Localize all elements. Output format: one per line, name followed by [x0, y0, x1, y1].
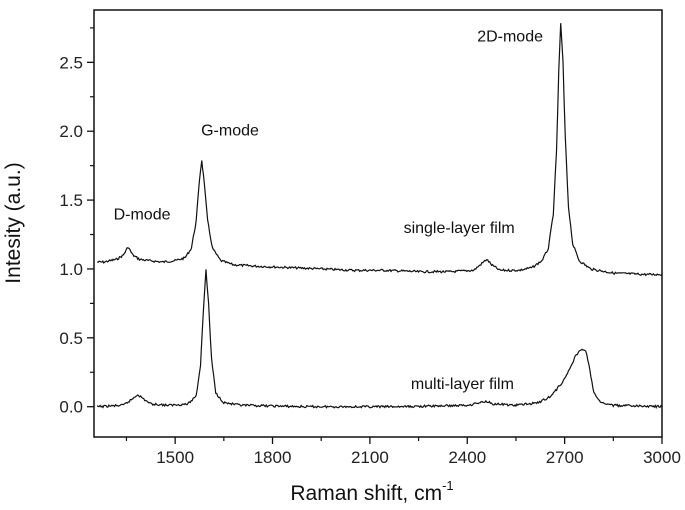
y-axis-title: Intesity (a.u.): [2, 162, 25, 283]
y-tick-label: 2.0: [59, 122, 83, 141]
y-tick-label: 0.0: [59, 398, 83, 417]
x-tick-label: 2700: [546, 448, 584, 467]
x-tick-label: 2100: [351, 448, 389, 467]
x-tick-label: 1500: [156, 448, 194, 467]
x-tick-label: 3000: [643, 448, 681, 467]
annotation-g-mode: G-mode: [201, 122, 259, 139]
x-tick-label: 1800: [254, 448, 292, 467]
x-axis-title: Raman shift, cm-1: [290, 478, 453, 505]
series-layer: [96, 23, 663, 409]
annotation-d-mode: D-mode: [114, 206, 171, 223]
plot-frame: [93, 9, 663, 438]
series-line-multi-layer: [96, 269, 663, 409]
x-tick-label: 2400: [448, 448, 486, 467]
x-axis-title-superscript: -1: [442, 478, 454, 493]
ticks-layer: 1500 1800 2100 2400 2700 3000 0.0 0.5 1.0 1.5 2.0 2…: [59, 27, 681, 467]
series-line-single-layer: [97, 23, 663, 277]
annotation-single-layer-film: single-layer film: [404, 220, 515, 237]
y-tick-label: 0.5: [59, 329, 83, 348]
y-tick-label: 1.0: [59, 260, 83, 279]
x-axis-title-text: Raman shift, cm: [290, 482, 442, 505]
y-tick-label: 2.5: [59, 53, 83, 72]
annotation-multi-layer-film: multi-layer film: [411, 376, 514, 393]
annotations-layer: D-mode G-mode 2D-mode single-layer film mult…: [114, 29, 544, 393]
annotation-2d-mode: 2D-mode: [477, 29, 543, 46]
y-tick-label: 1.5: [59, 191, 83, 210]
